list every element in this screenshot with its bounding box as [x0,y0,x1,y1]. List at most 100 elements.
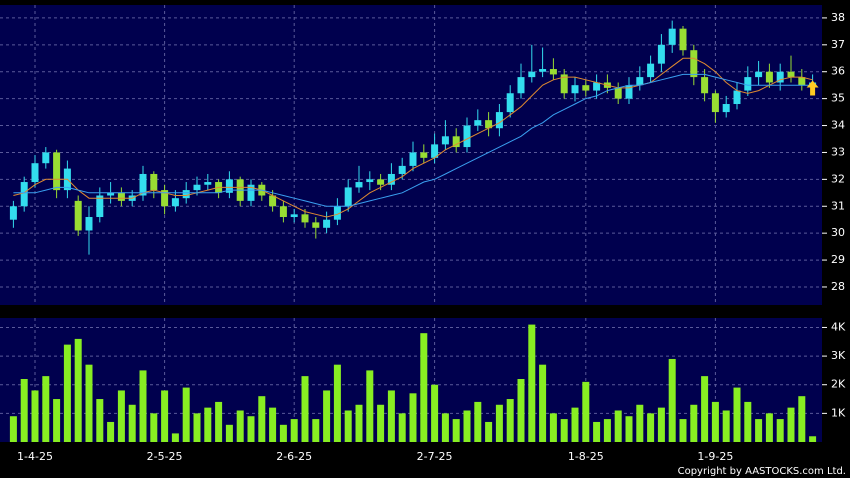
candle-body [312,222,320,228]
volume-bar [495,404,503,442]
volume-bar [387,390,395,442]
volume-bar [215,401,223,442]
volume-bar [85,364,93,442]
x-tick-label: 2-7-25 [417,450,453,463]
volume-bar [798,396,806,442]
candle-body [333,206,341,220]
volume-bar [225,424,233,442]
candle-body [301,214,309,223]
last-price-arrow [806,80,819,96]
y-tick-label: 28 [831,280,845,293]
volume-bar [96,399,104,442]
volume-bar [247,416,255,442]
candle-body [528,71,536,78]
volume-bar [593,421,601,442]
candle-body [798,77,806,86]
volume-bar [117,390,125,442]
volume-bar [657,407,665,442]
y-tick-label: 36 [831,65,845,78]
candle-body [344,187,352,207]
x-tick-label: 2-5-25 [147,450,183,463]
y-tick-label: 34 [831,119,845,132]
volume-bar [690,404,698,442]
candle-body [614,87,622,99]
candle-body [323,219,331,228]
volume-bar [344,410,352,442]
volume-bar [398,413,406,442]
y-tick-label: 32 [831,172,845,185]
volume-bar [409,393,417,442]
y-tick-label: 37 [831,38,845,51]
candle-body [182,190,190,199]
candle-body [431,144,439,158]
volume-bar [765,413,773,442]
volume-bar [290,419,298,442]
volume-bar [711,401,719,442]
candle-body [387,173,395,185]
y-tick-label: 30 [831,226,845,239]
volume-bar [312,419,320,442]
candle-body [409,152,417,166]
candle-body [269,195,277,207]
candle-body [560,74,568,94]
y-tick-label: 31 [831,199,845,212]
volume-bar [517,378,525,442]
candle-body [377,179,385,185]
candle-body [711,93,719,113]
x-tick-label: 1-8-25 [568,450,604,463]
candle-body [517,77,525,94]
volume-bar [420,333,428,442]
candle-body [355,182,363,188]
volume-bar [150,413,158,442]
candle-body [539,69,547,72]
candle-body [647,63,655,78]
volume-bar [787,407,795,442]
volume-bar [107,421,115,442]
volume-bar [528,324,536,442]
volume-bar [63,344,71,442]
moving-average-line [13,57,813,218]
candle-body [755,71,763,78]
volume-bar [625,416,633,442]
volume-bar [744,401,752,442]
volume-bar [236,410,244,442]
volume-bar [776,419,784,442]
candle-body [668,28,676,45]
volume-bar [20,378,28,442]
volume-bar [171,433,179,442]
volume-bar [668,358,676,442]
candle-body [161,190,169,207]
volume-bar [128,404,136,442]
volume-bar [679,419,687,442]
candle-body [776,71,784,83]
volume-bar [539,364,547,442]
volume-bar [549,413,557,442]
candle-body [582,85,590,91]
candle-body [441,136,449,145]
volume-bar [31,390,39,442]
x-tick-label: 2-6-25 [276,450,312,463]
volume-bar [193,413,201,442]
volume-bar [301,376,309,442]
y-tick-label: 33 [831,145,845,158]
candle-body [452,136,460,148]
candle-body [9,206,17,220]
volume-bar [74,338,82,442]
volume-bar [182,387,190,442]
candle-body [42,152,50,164]
volume-bar [722,410,730,442]
volume-bar [204,407,212,442]
candle-body [398,165,406,174]
candle-body [636,77,644,86]
candle-body [74,200,82,231]
volume-bar [809,436,817,442]
candle-body [150,173,158,191]
volume-bar [571,407,579,442]
candle-body [193,184,201,191]
y-tick-label: 3K [831,349,846,362]
volume-bar [431,384,439,442]
y-tick-label: 4K [831,320,846,333]
candle-body [571,85,579,94]
candle-body [463,125,471,148]
